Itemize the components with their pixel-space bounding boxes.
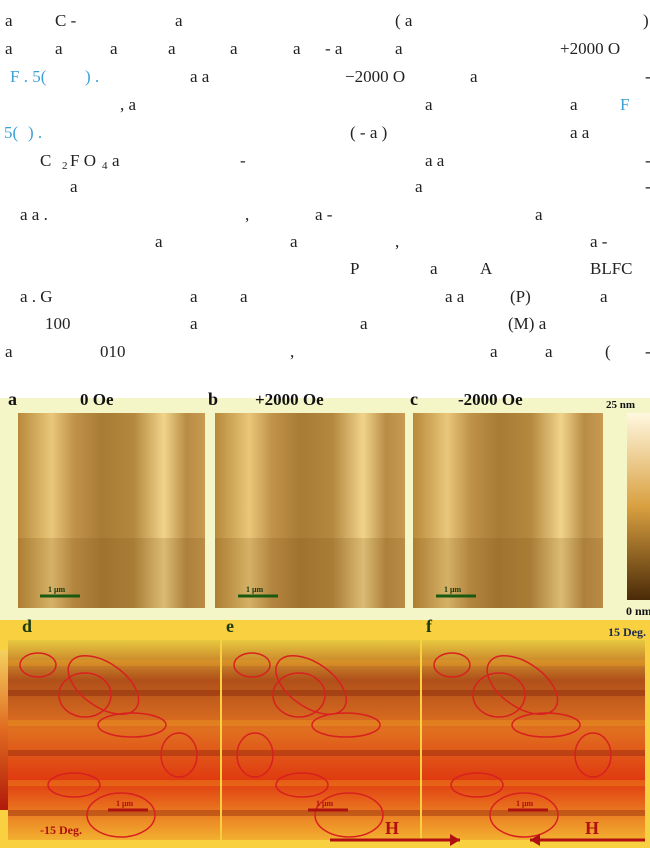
- scale-bar-label: 1 μm: [116, 799, 134, 808]
- texture-band: [8, 750, 220, 756]
- scale-bar-label: 1 μm: [516, 799, 534, 808]
- texture-band: [422, 720, 645, 726]
- page: aC -a( a)aaaaaa- aa+2000 OF . 5() .a a−2…: [0, 0, 650, 848]
- colorbar: [0, 650, 8, 810]
- texture-band: [8, 780, 220, 786]
- texture-band: [8, 720, 220, 726]
- scale-bar-label: 1 μm: [316, 799, 334, 808]
- panel-title: +2000 Oe: [255, 390, 324, 409]
- colorbar: [627, 413, 650, 600]
- texture-band: [422, 780, 645, 786]
- texture-band: [222, 780, 420, 786]
- colorbar-label: 0 nm: [626, 604, 650, 618]
- texture-band: [222, 750, 420, 756]
- panel-letter: d: [22, 616, 32, 636]
- scale-bar-label: 1 μm: [48, 585, 66, 594]
- texture-band: [8, 690, 220, 696]
- panel-letter: c: [410, 389, 418, 409]
- texture-band: [222, 720, 420, 726]
- texture-band: [422, 690, 645, 696]
- colorbar-label: -15 Deg.: [40, 823, 82, 837]
- panel-letter: e: [226, 616, 234, 636]
- scale-bar-label: 1 μm: [246, 585, 264, 594]
- figure: a 0 Oe 1 μm b +2000 Oe 1 μm c -2000 Oe 1 μm d 1 μm…: [0, 0, 650, 848]
- colorbar-label: 25 nm: [606, 399, 635, 411]
- texture-band: [222, 690, 420, 696]
- panel-letter: f: [426, 616, 433, 636]
- panel-title: 0 Oe: [80, 390, 114, 409]
- panel-letter: b: [208, 389, 218, 409]
- field-label: H: [585, 818, 599, 838]
- panel-letter: a: [8, 389, 17, 409]
- colorbar-label: 15 Deg.: [608, 625, 646, 639]
- scale-bar-label: 1 μm: [444, 585, 462, 594]
- panel-title: -2000 Oe: [458, 390, 523, 409]
- field-label: H: [385, 818, 399, 838]
